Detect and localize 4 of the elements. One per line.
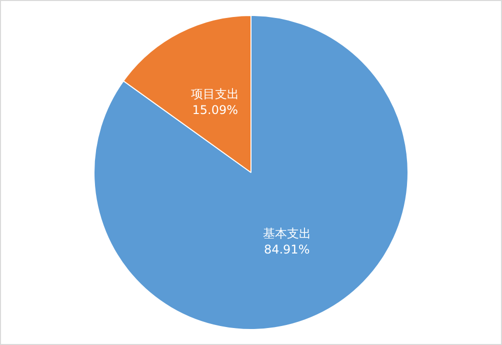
slice-label: 基本支出 [262,226,311,240]
data-label: 84.91% [264,242,310,256]
data-label: 15.09% [192,102,238,117]
slice-label: 项目支出 [191,86,240,101]
